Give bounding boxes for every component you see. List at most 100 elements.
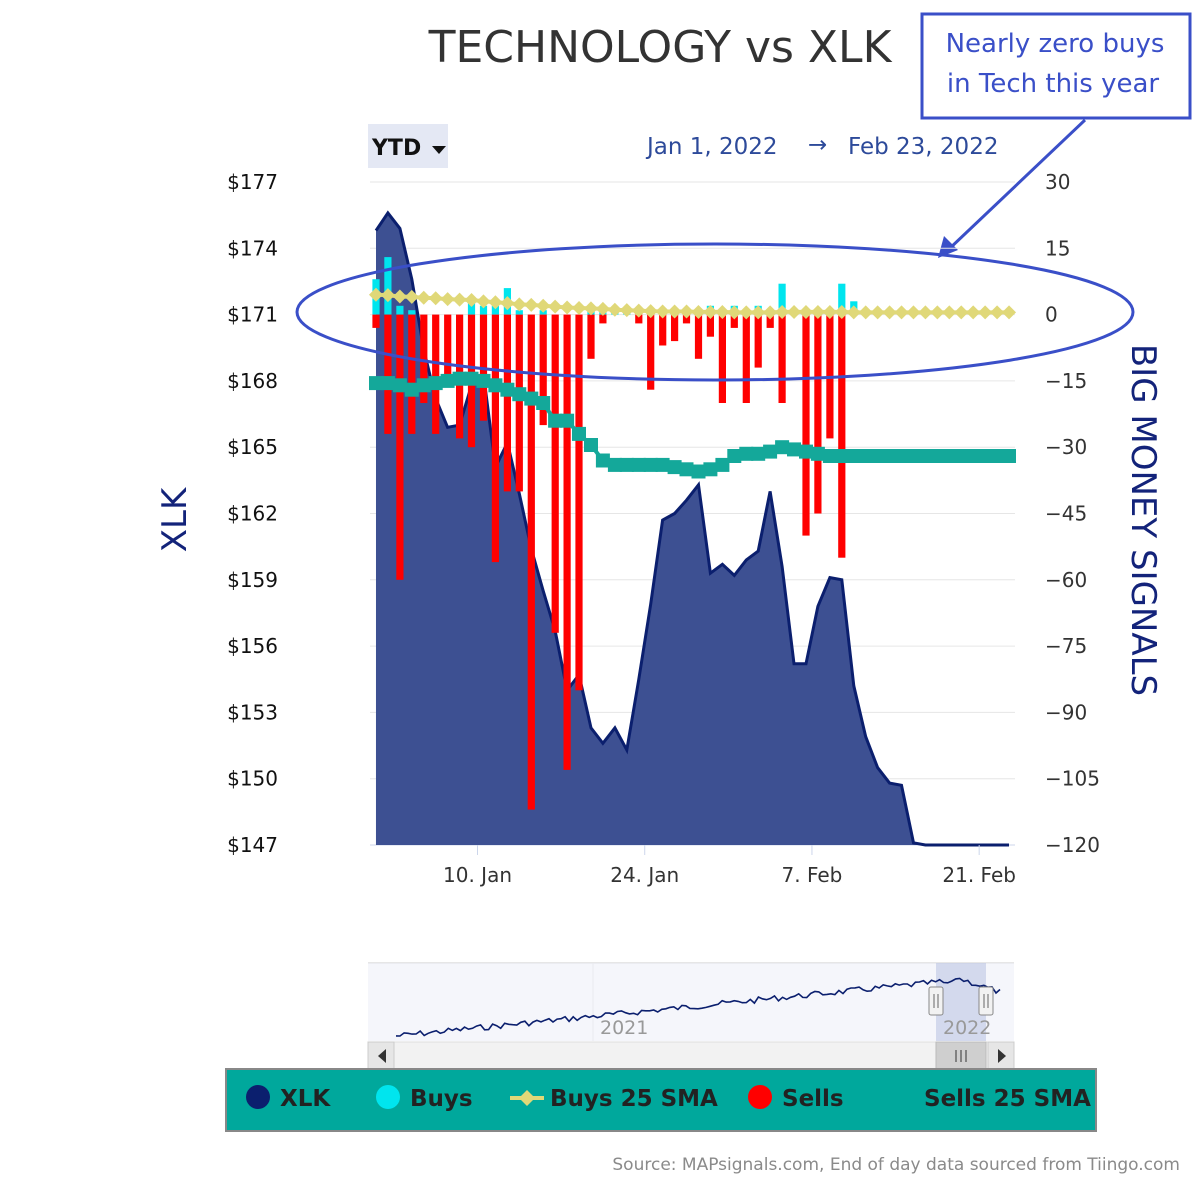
- sells-sma-marker: [476, 373, 491, 388]
- y-left-tick-label: $156: [227, 634, 278, 658]
- sells-sma-marker: [548, 413, 563, 428]
- legend: XLK Buys Buys 25 SMA Sells Sells 25 SMA: [225, 1068, 1097, 1132]
- sells-sma-marker: [584, 438, 598, 452]
- scrollbar-track[interactable]: [367, 1041, 1015, 1071]
- navigator[interactable]: 2021 2022: [368, 962, 1014, 1041]
- y-right-tick-label: −30: [1045, 435, 1087, 459]
- y-left-tick-label: $174: [227, 236, 278, 260]
- grip-icon: [955, 1050, 967, 1062]
- sells-sma-marker: [416, 378, 431, 393]
- navigator-handle-left[interactable]: [928, 986, 944, 1016]
- sell-bar: [682, 314, 691, 324]
- y-axis-right: 30 15 0 −15 −30 −45 −60 −75 −90 −105 −120: [1045, 170, 1100, 857]
- sell-bar: [408, 314, 416, 434]
- sell-bar: [814, 314, 822, 514]
- legend-item-xlk[interactable]: XLK: [246, 1085, 331, 1112]
- buys-sma-marker: [703, 304, 718, 319]
- legend-item-buys-25-sma[interactable]: Buys 25 SMA: [510, 1086, 718, 1112]
- buys-sma-marker: [930, 305, 945, 320]
- arrow-right-icon: [998, 1049, 1006, 1063]
- legend-item-sells[interactable]: Sells: [748, 1085, 844, 1112]
- legend-label: Sells: [782, 1086, 844, 1112]
- sells-sma-marker: [691, 464, 706, 479]
- buys-sma-marker: [380, 288, 395, 303]
- sells-sma-marker: [727, 449, 742, 463]
- sell-bar: [420, 314, 428, 403]
- y-right-tick-label: −120: [1045, 833, 1100, 857]
- sells-sma-marker: [512, 387, 527, 402]
- legend-item-sells-25-sma[interactable]: Sells 25 SMA: [924, 1086, 1091, 1112]
- sell-bar: [515, 314, 523, 492]
- navigator-selected-window[interactable]: [936, 963, 986, 1041]
- buys-sma-marker: [870, 305, 885, 320]
- y-right-tick-label: −60: [1045, 568, 1087, 592]
- legend-marker-icon: [748, 1085, 772, 1109]
- y-right-tick-label: −75: [1045, 634, 1087, 658]
- sell-bar: [491, 314, 499, 563]
- buys-sma-marker: [667, 304, 682, 319]
- buys-sma-marker: [500, 296, 515, 311]
- buys-sma-marker: [452, 292, 467, 307]
- scroll-left-button[interactable]: [367, 1041, 395, 1071]
- buy-bar: [396, 305, 404, 315]
- buys-sma-marker: [763, 305, 778, 320]
- sells-sma-marker: [500, 382, 515, 397]
- sells-sma-marker: [715, 457, 730, 472]
- buys-sma-marker: [751, 305, 766, 320]
- buys-sma-marker: [834, 304, 849, 319]
- sells-sma-marker: [906, 449, 921, 463]
- buys-sma-marker: [440, 292, 455, 307]
- buys-sma-marker: [918, 305, 933, 320]
- buys-sma-marker: [368, 287, 383, 302]
- sell-bar: [444, 314, 452, 381]
- sells-sma-marker: [942, 449, 957, 463]
- buy-bar: [408, 310, 416, 315]
- buys-sma-marker: [906, 305, 921, 320]
- buys-sma-marker: [798, 304, 813, 319]
- navigator-label-2022: 2022: [943, 1017, 991, 1039]
- navigator-label-2021: 2021: [600, 1017, 648, 1039]
- sells-sma-marker: [751, 446, 766, 461]
- sells-sma-marker: [595, 453, 610, 468]
- y-axis-left: $177 $174 $171 $168 $165 $162 $159 $156 $153 $150…: [227, 170, 278, 857]
- buys-sma-marker: [548, 299, 563, 314]
- buys-sma-marker: [524, 297, 539, 312]
- sells-sma-marker: [619, 457, 634, 472]
- sells-sma-marker: [392, 378, 407, 393]
- sell-bar: [802, 314, 810, 536]
- date-from[interactable]: Jan 1, 2022: [645, 134, 778, 160]
- legend-diamond-icon: [519, 1090, 535, 1106]
- sells-sma-marker: [524, 391, 539, 406]
- sells-sma-marker: [918, 449, 933, 463]
- legend-item-buys[interactable]: Buys: [376, 1085, 473, 1112]
- sells-sma-marker: [607, 457, 622, 472]
- sells-sma-marker: [775, 440, 790, 455]
- sell-bar: [563, 314, 571, 770]
- range-selector[interactable]: YTD: [368, 124, 448, 168]
- navigator-scrollbar[interactable]: [367, 1041, 1015, 1071]
- arrow-left-icon: [378, 1049, 386, 1063]
- buys-sma-marker: [583, 301, 598, 316]
- sell-bar: [647, 314, 655, 390]
- sells-sma-marker: [452, 371, 467, 386]
- arrowhead-icon: [938, 236, 958, 258]
- sells-sma-marker: [739, 446, 754, 461]
- sell-bar: [838, 314, 846, 558]
- buys-sma-marker: [942, 305, 957, 320]
- buys-sma-marker: [572, 300, 587, 315]
- sell-bar: [635, 314, 643, 324]
- highlight-ellipse: [295, 242, 1135, 382]
- sell-bar: [527, 314, 535, 810]
- navigator-handle-right[interactable]: [978, 986, 994, 1016]
- y-right-tick-label: 0: [1045, 303, 1058, 327]
- buys-sma-marker: [643, 304, 658, 319]
- buy-bar: [778, 283, 786, 315]
- sells-sma-marker: [440, 373, 455, 388]
- y-left-tick-label: $162: [227, 502, 278, 526]
- buy-bar: [515, 310, 523, 315]
- sells-sma-marker: [763, 444, 778, 459]
- date-to[interactable]: Feb 23, 2022: [848, 134, 998, 160]
- legend-label: XLK: [280, 1086, 331, 1112]
- legend-marker-icon: [246, 1085, 270, 1109]
